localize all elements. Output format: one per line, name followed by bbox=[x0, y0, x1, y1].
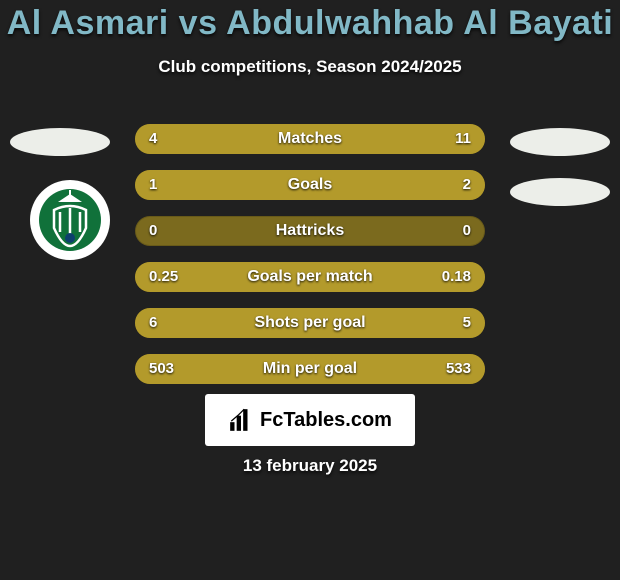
stat-label: Goals bbox=[135, 176, 485, 194]
page-title: Al Asmari vs Abdulwahhab Al Bayati bbox=[0, 0, 620, 43]
stat-label: Hattricks bbox=[135, 222, 485, 240]
stat-row: 00Hattricks bbox=[135, 216, 485, 246]
stat-row: 65Shots per goal bbox=[135, 308, 485, 338]
chart-icon bbox=[228, 407, 254, 433]
brand-text: FcTables.com bbox=[260, 409, 392, 432]
stat-row: 411Matches bbox=[135, 124, 485, 154]
stats-container: 411Matches 12Goals 00Hattricks 0.250.18Goal… bbox=[135, 124, 485, 400]
stat-label: Matches bbox=[135, 130, 485, 148]
stat-row: 503533Min per goal bbox=[135, 354, 485, 384]
shield-icon bbox=[38, 188, 102, 252]
stat-label: Shots per goal bbox=[135, 314, 485, 332]
comparison-card: Al Asmari vs Abdulwahhab Al Bayati Club … bbox=[0, 0, 620, 580]
stat-label: Goals per match bbox=[135, 268, 485, 286]
player-badge-right-2 bbox=[510, 178, 610, 206]
date-label: 13 february 2025 bbox=[0, 456, 620, 476]
player-badge-right-1 bbox=[510, 128, 610, 156]
club-logo bbox=[30, 180, 110, 260]
stat-row: 12Goals bbox=[135, 170, 485, 200]
brand-badge: FcTables.com bbox=[205, 394, 415, 446]
player-badge-left bbox=[10, 128, 110, 156]
page-subtitle: Club competitions, Season 2024/2025 bbox=[0, 57, 620, 77]
stat-label: Min per goal bbox=[135, 360, 485, 378]
stat-row: 0.250.18Goals per match bbox=[135, 262, 485, 292]
